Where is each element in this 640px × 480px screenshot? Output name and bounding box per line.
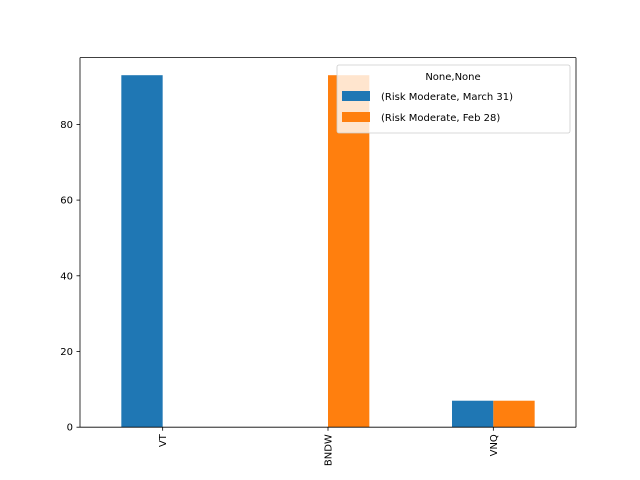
y-tick-label-0: 0 (67, 423, 73, 434)
bar-vnq-series-1 (452, 400, 494, 428)
x-axis: VT BNDW VNQ (158, 427, 500, 466)
legend-label-march-31: (Risk Moderate, March 31) (381, 92, 513, 103)
y-tick-label-60: 60 (60, 196, 73, 207)
y-tick-label-20: 20 (60, 347, 73, 358)
bars-layer (121, 75, 535, 428)
legend-swatch-march-31 (342, 91, 370, 101)
bar-vnq-series-2 (493, 400, 535, 428)
y-tick-label-40: 40 (60, 271, 73, 282)
plot-frame (79, 57, 577, 428)
bar-bndw-series-2 (328, 75, 370, 428)
legend-box (336, 64, 571, 134)
legend-title: None,None (425, 72, 480, 83)
legend-label-feb-28: (Risk Moderate, Feb 28) (381, 113, 500, 124)
x-tick-label-vnq: VNQ (489, 434, 500, 456)
y-axis: 0 20 40 60 80 (60, 120, 80, 434)
y-tick-label-80: 80 (60, 120, 73, 131)
bar-vt-series-1 (121, 75, 163, 428)
legend-swatch-feb-28 (342, 112, 370, 122)
x-tick-label-bndw: BNDW (324, 434, 335, 466)
x-tick-label-vt: VT (158, 433, 169, 447)
legend: None,None (Risk Moderate, March 31) (Ris… (336, 64, 571, 134)
